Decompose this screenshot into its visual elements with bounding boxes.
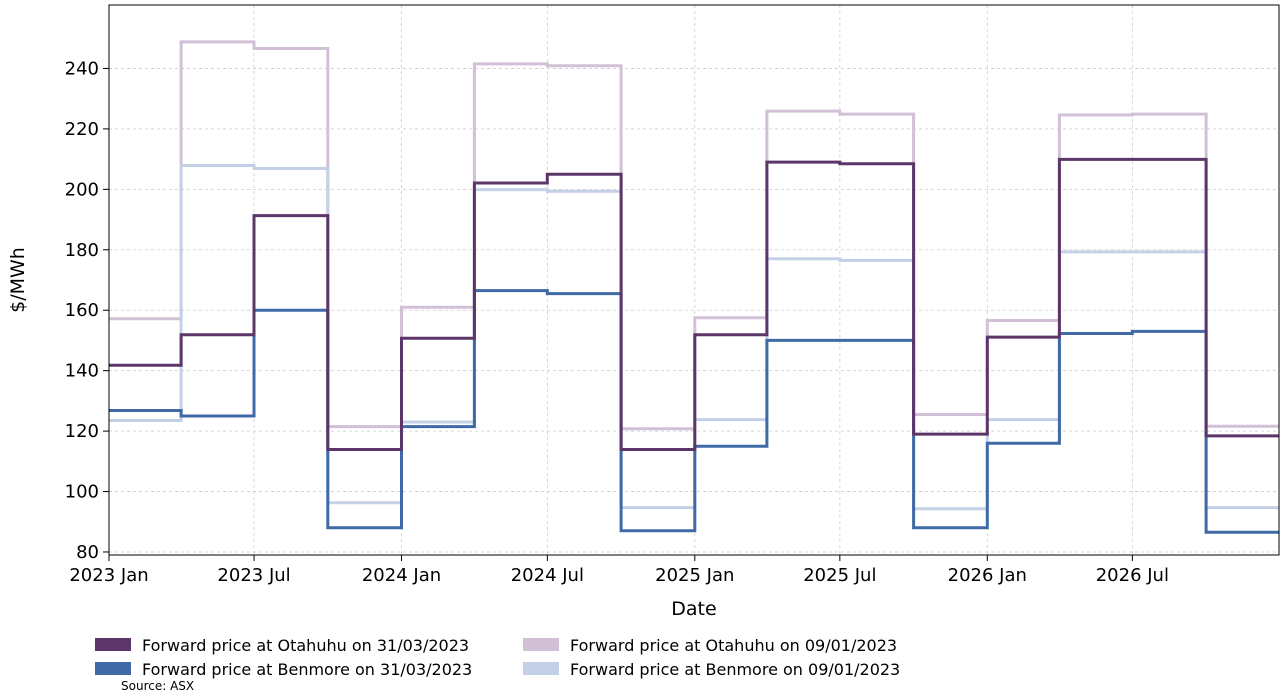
- x-tick-label: 2025 Jan: [655, 565, 734, 586]
- legend-label: Forward price at Benmore on 31/03/2023: [142, 660, 472, 679]
- y-tick-label: 120: [65, 421, 99, 442]
- legend: Forward price at Otahuhu on 31/03/2023 Fo…: [95, 636, 900, 679]
- legend-swatch: [523, 662, 559, 675]
- y-tick-label: 200: [65, 179, 99, 200]
- x-tick-label: 2024 Jul: [511, 565, 584, 586]
- series-line: [109, 157, 1279, 451]
- y-tick-label: 160: [65, 300, 99, 321]
- legend-swatch: [523, 638, 559, 651]
- y-tick-label: 80: [76, 542, 99, 563]
- y-tick-label: 100: [65, 482, 99, 503]
- legend-label: Forward price at Benmore on 09/01/2023: [570, 660, 900, 679]
- y-axis-title: $/MWh: [7, 247, 29, 313]
- axes: 2023 Jan 2023 Jul 2024 Jan 2024 Jul 2025 Jan…: [65, 58, 1169, 586]
- legend-label: Forward price at Otahuhu on 09/01/2023: [570, 636, 897, 655]
- x-tick-label: 2025 Jul: [803, 565, 876, 586]
- x-tick-label: 2026 Jan: [948, 565, 1027, 586]
- y-tick-label: 140: [65, 361, 99, 382]
- legend-swatch: [95, 662, 131, 675]
- x-tick-label: 2023 Jul: [217, 565, 290, 586]
- y-tick-label: 220: [65, 119, 99, 140]
- source-note: Source: ASX: [121, 679, 194, 693]
- y-tick-label: 240: [65, 58, 99, 79]
- x-axis-title: Date: [671, 598, 716, 620]
- legend-label: Forward price at Otahuhu on 31/03/2023: [142, 636, 469, 655]
- plot-frame: [108, 4, 1280, 556]
- x-tick-label: 2026 Jul: [1096, 565, 1169, 586]
- y-tick-label: 180: [65, 240, 99, 261]
- x-tick-label: 2023 Jan: [69, 565, 148, 586]
- x-tick-label: 2024 Jan: [362, 565, 441, 586]
- series-layer: [109, 40, 1279, 534]
- legend-swatch: [95, 638, 131, 651]
